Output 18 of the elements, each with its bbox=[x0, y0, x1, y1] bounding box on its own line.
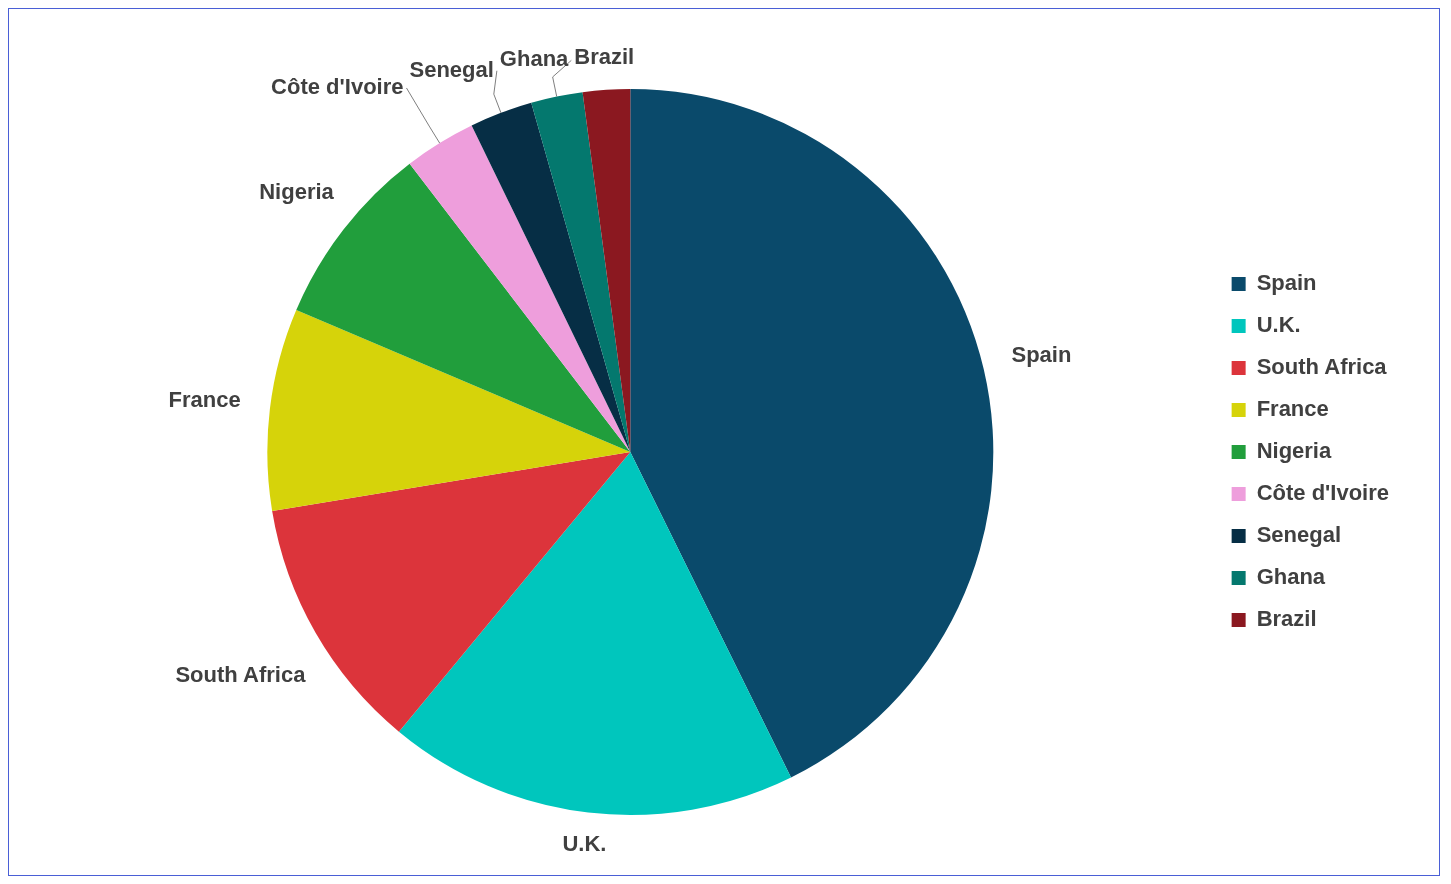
legend-label: Brazil bbox=[1256, 606, 1317, 632]
legend-label: Nigeria bbox=[1256, 438, 1332, 464]
slice-label: South Africa bbox=[175, 662, 307, 688]
slice-label: Senegal bbox=[409, 56, 494, 82]
slice-label: Nigeria bbox=[259, 179, 335, 205]
slice-label: Côte d'Ivoire bbox=[271, 74, 404, 100]
legend-label: France bbox=[1256, 396, 1329, 422]
slice-label: U.K. bbox=[562, 830, 607, 856]
slice-label: Ghana bbox=[499, 46, 570, 72]
legend-label: U.K. bbox=[1256, 312, 1301, 338]
legend-label: Spain bbox=[1256, 270, 1317, 296]
legend-label: South Africa bbox=[1256, 354, 1388, 380]
slice-label: France bbox=[168, 386, 241, 412]
slice-label: Spain bbox=[1011, 342, 1072, 368]
legend-label: Côte d'Ivoire bbox=[1256, 480, 1390, 506]
category-label: Brazil bbox=[574, 43, 635, 69]
legend-label: Ghana bbox=[1256, 564, 1326, 590]
legend-label: Senegal bbox=[1256, 522, 1342, 548]
